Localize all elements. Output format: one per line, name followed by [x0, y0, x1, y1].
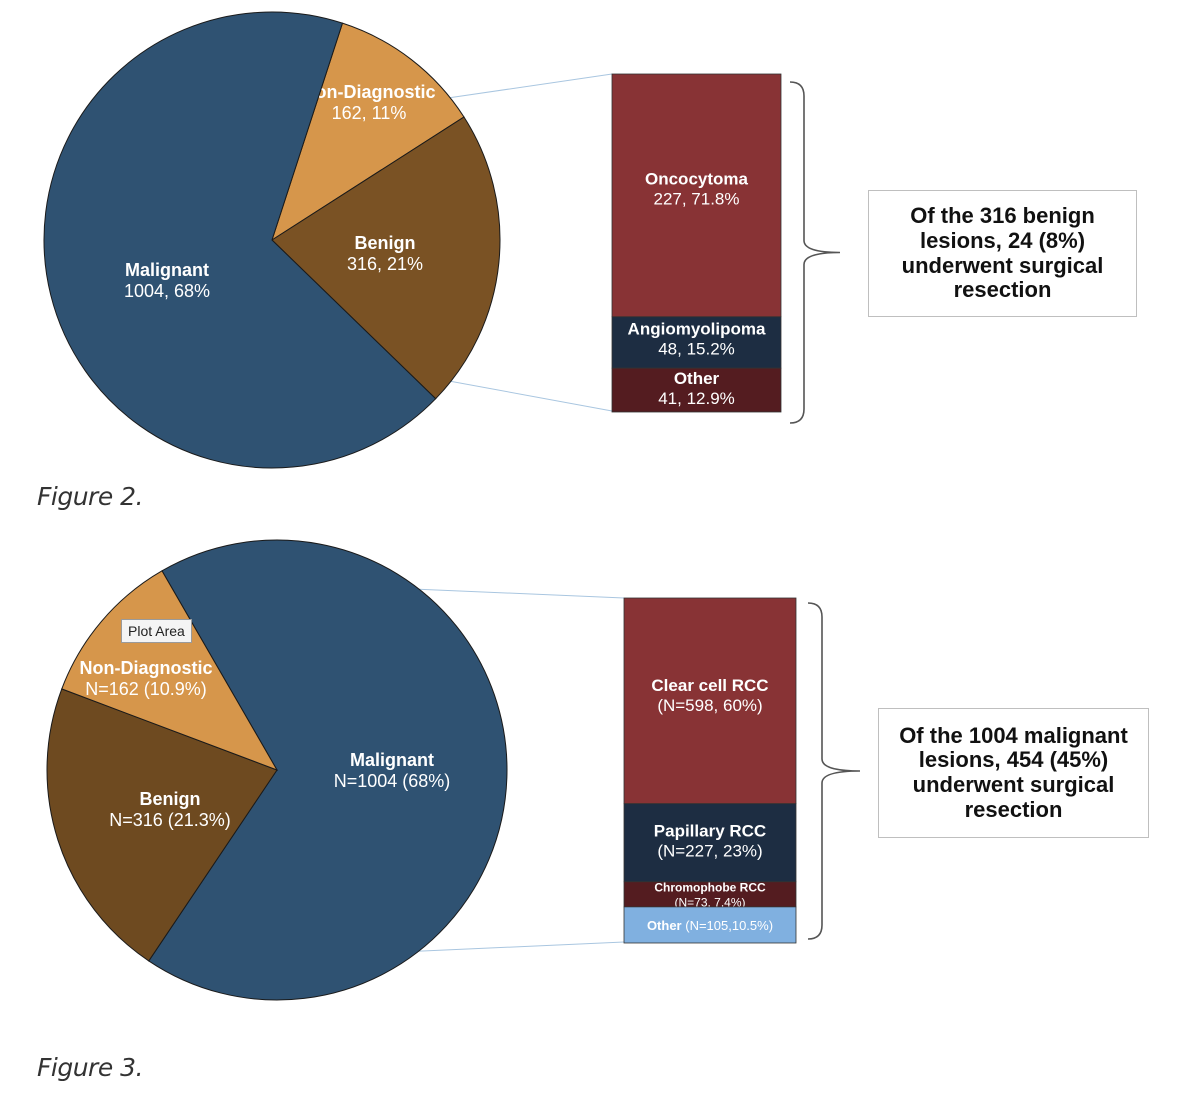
figure3-caption: Figure 3. [37, 1053, 144, 1082]
fig2-bar-segment-angiomyolipoma [611, 316, 782, 369]
fig3-bar-clear-cell-rcc-name-label: Clear cell RCC [651, 676, 768, 695]
figure2-caption: Figure 2. [37, 482, 144, 511]
figure2-callout: Of the 316 benign lesions, 24 (8%) under… [868, 190, 1137, 317]
fig3-non-diagnostic-value-label: N=162 (10.9%) [85, 679, 207, 699]
fig3-benign-value-label: N=316 (21.3%) [109, 810, 231, 830]
fig3-slice-benign [46, 688, 278, 962]
fig3-slice-non-diagnostic [61, 570, 279, 771]
plot-area-tooltip: Plot Area [121, 619, 192, 643]
fig3-bar-segment-papillary-rcc [623, 803, 797, 883]
figure3-callout: Of the 1004 malignant lesions, 454 (45%)… [878, 708, 1149, 838]
fig2-bar-other-name-label: Other [674, 369, 720, 388]
fig2-connector-top [440, 73, 613, 100]
fig3-bar-chromophobe-rcc-value-label: (N=73, 7.4%) [674, 895, 745, 909]
fig2-connector-bottom [448, 380, 613, 412]
fig3-bar-segment-clear-cell-rcc [623, 597, 797, 805]
fig3-malignant-value-label: N=1004 (68%) [334, 771, 451, 791]
fig3-bar-other-label: Other (N=105,10.5%) [647, 918, 773, 933]
fig2-bar-segment-oncocytoma [611, 73, 782, 318]
figure3-malignant-breakdown-bar: Clear cell RCC(N=598, 60%)Papillary RCC(… [623, 597, 861, 944]
fig2-benign-value-label: 316, 21% [347, 254, 423, 274]
fig2-bar-oncocytoma-name-label: Oncocytoma [645, 169, 749, 188]
fig2-bar-other-value-label: 41, 12.9% [658, 389, 735, 408]
fig3-bar-segment-other [623, 906, 797, 944]
fig3-benign-name-label: Benign [140, 789, 201, 809]
fig2-bar-angiomyolipoma-name-label: Angiomyolipoma [628, 319, 766, 338]
fig2-bracket [789, 81, 841, 424]
fig2-bar-segment-other [611, 367, 782, 413]
fig3-non-diagnostic-name-label: Non-Diagnostic [80, 658, 213, 678]
fig3-bracket [807, 602, 861, 940]
fig3-bar-clear-cell-rcc-value-label: (N=598, 60%) [657, 696, 762, 715]
fig2-benign-name-label: Benign [355, 233, 416, 253]
fig2-slice-malignant [43, 11, 437, 469]
fig2-malignant-name-label: Malignant [125, 260, 209, 280]
fig2-bar-angiomyolipoma-value-label: 48, 15.2% [658, 339, 735, 358]
fig3-bar-segment-chromophobe-rcc [623, 881, 797, 908]
fig2-slice-benign [271, 116, 501, 400]
fig2-slice-non-diagnostic [271, 22, 465, 242]
fig3-bar-papillary-rcc-name-label: Papillary RCC [654, 822, 766, 841]
fig2-bar-oncocytoma-value-label: 227, 71.8% [653, 189, 739, 208]
fig3-bar-papillary-rcc-value-label: (N=227, 23%) [657, 842, 762, 861]
fig2-non-diagnostic-name-label: Non-Diagnostic [303, 82, 436, 102]
fig3-malignant-name-label: Malignant [350, 750, 434, 770]
fig2-non-diagnostic-value-label: 162, 11% [332, 103, 407, 123]
fig2-malignant-value-label: 1004, 68% [124, 281, 210, 301]
fig3-bar-chromophobe-rcc-name-label: Chromophobe RCC [654, 880, 766, 894]
fig3-slice-malignant [148, 539, 508, 1001]
